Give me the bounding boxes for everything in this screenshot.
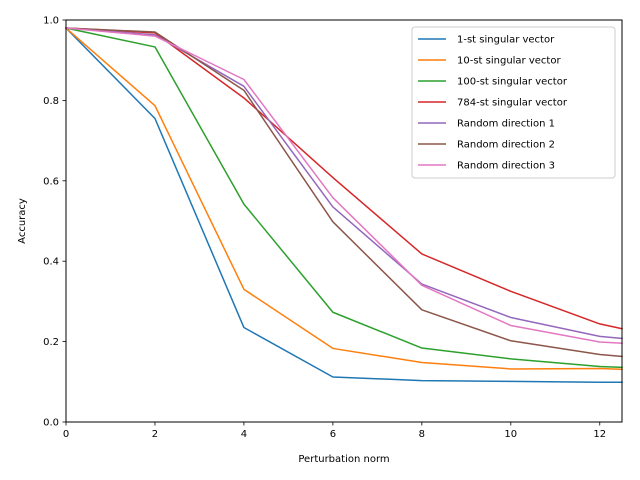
y-tick-label: 0.8 — [43, 96, 59, 107]
legend-label-5: Random direction 1 — [457, 119, 555, 130]
y-axis-title: Accuracy — [17, 198, 28, 244]
legend-label-1: 1-st singular vector — [457, 35, 555, 46]
y-tick-label: 0.2 — [43, 337, 59, 348]
series-line-1 — [64, 26, 623, 383]
x-tick-label: 8 — [419, 429, 425, 440]
x-tick-label: 12 — [593, 429, 606, 440]
y-tick-label: 0.4 — [43, 257, 59, 268]
series-lines — [64, 26, 623, 383]
legend-box — [411, 26, 616, 179]
y-tick-label: 0.6 — [43, 176, 59, 187]
legend-label-2: 10-st singular vector — [457, 56, 561, 67]
legend-label-7: Random direction 3 — [457, 161, 555, 172]
series-line-7 — [65, 27, 623, 344]
x-axis-ticks: 0 2 4 6 8 10 12 — [63, 422, 606, 440]
series-line-6 — [65, 27, 623, 358]
series-line-2 — [64, 26, 623, 371]
legend-label-4: 784-st singular vector — [457, 98, 568, 109]
legend: 1-st singular vector 10-st singular vecto… — [411, 26, 616, 179]
x-axis-title: Perturbation norm — [298, 454, 389, 465]
legend-label-3: 100-st singular vector — [457, 77, 568, 88]
y-tick-label: 1.0 — [43, 16, 59, 27]
x-tick-label: 6 — [330, 429, 336, 440]
series-line-3 — [65, 27, 623, 369]
y-tick-label: 0.0 — [43, 418, 59, 429]
y-axis-ticks: 0.0 0.2 0.4 0.6 0.8 1.0 — [43, 16, 66, 429]
x-tick-label: 2 — [152, 429, 158, 440]
x-tick-label: 0 — [63, 429, 69, 440]
x-tick-label: 4 — [241, 429, 247, 440]
plot-frame — [65, 19, 623, 423]
legend-label-6: Random direction 2 — [457, 140, 555, 151]
x-tick-label: 10 — [504, 429, 517, 440]
